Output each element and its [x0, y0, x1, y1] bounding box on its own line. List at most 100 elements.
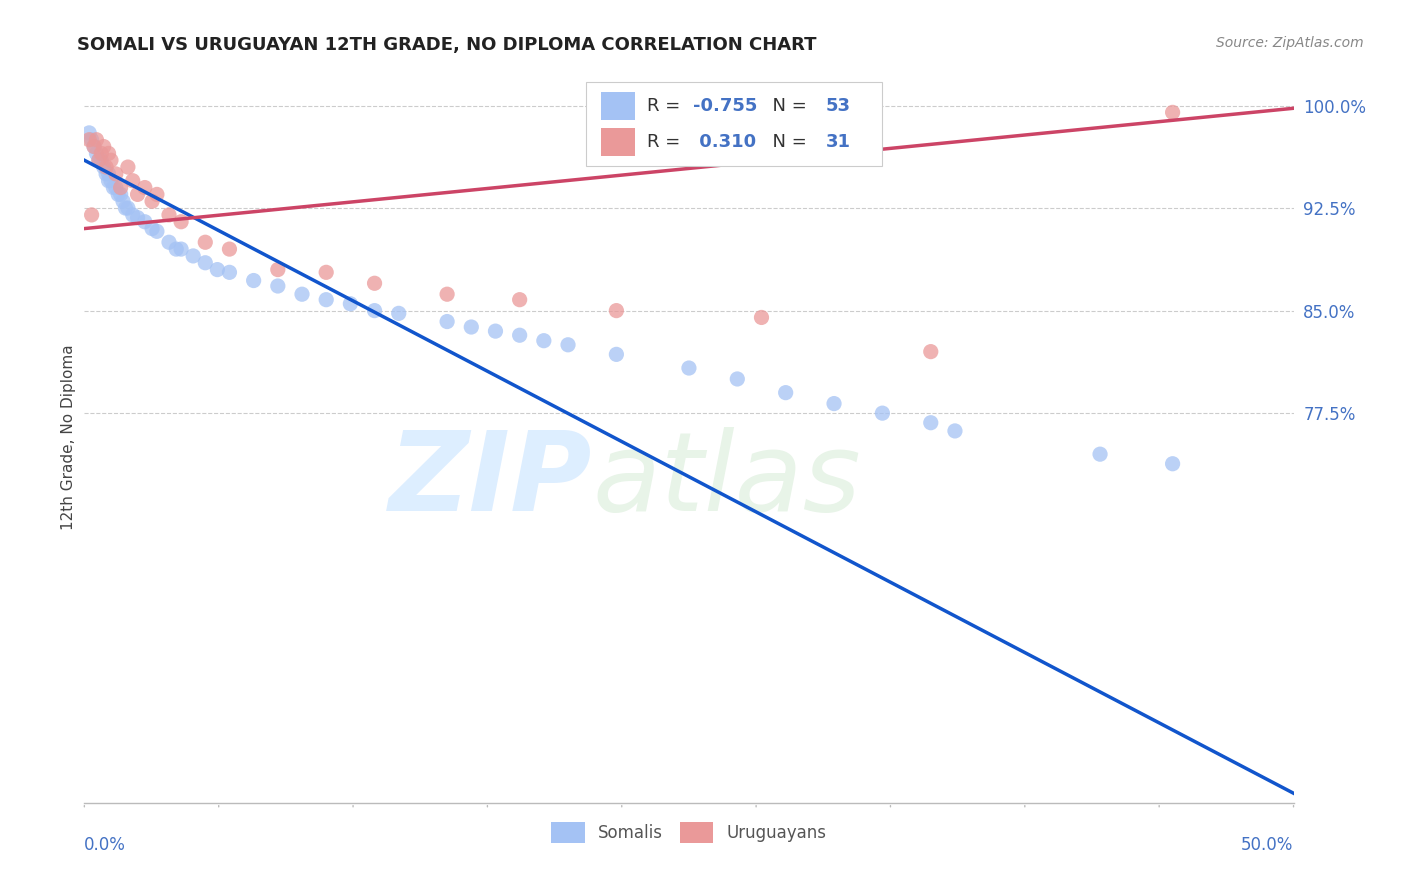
Text: 31: 31: [825, 133, 851, 152]
Point: [509, 293, 531, 307]
Point: [920, 416, 942, 430]
Point: [1161, 105, 1184, 120]
Point: [134, 215, 156, 229]
Y-axis label: 12th Grade, No Diploma: 12th Grade, No Diploma: [60, 344, 76, 530]
Text: -0.755: -0.755: [693, 96, 756, 115]
Point: [121, 208, 143, 222]
Point: [87, 153, 110, 168]
Bar: [600, 92, 634, 120]
Point: [112, 194, 135, 209]
FancyBboxPatch shape: [586, 82, 883, 167]
Point: [339, 297, 361, 311]
Point: [127, 187, 149, 202]
Point: [94, 167, 117, 181]
Point: [242, 274, 264, 288]
Point: [170, 215, 193, 229]
Point: [291, 287, 314, 301]
Point: [114, 201, 136, 215]
Point: [218, 265, 240, 279]
Point: [267, 262, 290, 277]
Point: [110, 187, 132, 202]
Text: R =: R =: [647, 133, 686, 152]
Text: Source: ZipAtlas.com: Source: ZipAtlas.com: [1216, 36, 1364, 50]
Point: [80, 133, 103, 147]
Point: [436, 287, 458, 301]
Point: [1088, 447, 1111, 461]
Text: ZIP: ZIP: [388, 427, 592, 534]
Point: [194, 235, 217, 250]
Point: [93, 139, 115, 153]
Point: [557, 338, 579, 352]
Point: [207, 262, 229, 277]
Point: [165, 242, 187, 256]
Point: [315, 265, 337, 279]
Point: [93, 160, 115, 174]
Point: [170, 242, 193, 256]
Point: [775, 385, 797, 400]
Point: [194, 256, 217, 270]
Point: [157, 208, 180, 222]
Point: [86, 133, 108, 147]
Point: [533, 334, 555, 348]
Bar: [600, 128, 634, 156]
Point: [77, 133, 100, 147]
Point: [146, 187, 169, 202]
Point: [605, 347, 627, 361]
Point: [127, 211, 149, 225]
Point: [104, 180, 127, 194]
Point: [97, 174, 120, 188]
Text: 53: 53: [825, 96, 851, 115]
Point: [83, 139, 105, 153]
Point: [315, 293, 337, 307]
Point: [87, 153, 110, 168]
Point: [107, 187, 129, 202]
Point: [100, 153, 122, 168]
Text: 50.0%: 50.0%: [1241, 836, 1294, 854]
Point: [77, 126, 100, 140]
Point: [181, 249, 204, 263]
Point: [90, 146, 112, 161]
Point: [509, 328, 531, 343]
Point: [141, 194, 163, 209]
Point: [751, 310, 773, 325]
Point: [920, 344, 942, 359]
Text: N =: N =: [762, 96, 813, 115]
Point: [117, 160, 139, 174]
Point: [436, 314, 458, 328]
Point: [363, 277, 385, 291]
Point: [83, 139, 105, 153]
Point: [104, 167, 127, 181]
Point: [103, 180, 125, 194]
Point: [97, 167, 120, 181]
Point: [146, 224, 169, 238]
Text: N =: N =: [762, 133, 813, 152]
Point: [90, 153, 112, 168]
Point: [97, 146, 120, 161]
Text: 0.0%: 0.0%: [84, 836, 127, 854]
Point: [218, 242, 240, 256]
Text: atlas: atlas: [592, 427, 860, 534]
Point: [134, 180, 156, 194]
Point: [100, 174, 122, 188]
Point: [484, 324, 506, 338]
Point: [943, 424, 966, 438]
Text: SOMALI VS URUGUAYAN 12TH GRADE, NO DIPLOMA CORRELATION CHART: SOMALI VS URUGUAYAN 12TH GRADE, NO DIPLO…: [77, 36, 817, 54]
Point: [460, 320, 482, 334]
Point: [86, 146, 108, 161]
Text: R =: R =: [647, 96, 686, 115]
Text: 0.310: 0.310: [693, 133, 755, 152]
Point: [678, 361, 700, 376]
Point: [823, 396, 845, 410]
Point: [725, 372, 748, 386]
Point: [80, 208, 103, 222]
Point: [388, 306, 411, 320]
Point: [872, 406, 894, 420]
Point: [117, 201, 139, 215]
Point: [1161, 457, 1184, 471]
Legend: Somalis, Uruguayans: Somalis, Uruguayans: [544, 815, 834, 849]
Point: [267, 279, 290, 293]
Point: [141, 221, 163, 235]
Point: [110, 180, 132, 194]
Point: [363, 303, 385, 318]
Point: [605, 303, 627, 318]
